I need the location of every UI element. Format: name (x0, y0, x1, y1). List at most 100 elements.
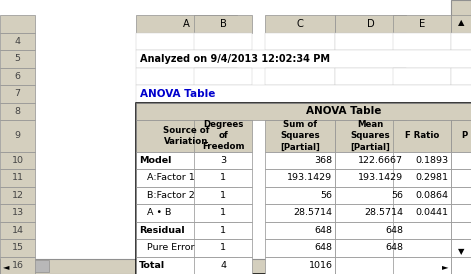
Text: 1: 1 (220, 173, 226, 182)
Bar (136, 85, 471, 102)
Text: 9: 9 (15, 131, 21, 140)
Text: 193.1429: 193.1429 (287, 173, 333, 182)
Text: ◄: ◄ (3, 262, 9, 271)
Bar (265, 204, 335, 221)
Bar (0, 259, 451, 274)
Bar (265, 68, 335, 85)
Text: D: D (367, 19, 374, 29)
Text: 4: 4 (15, 37, 21, 46)
Bar (451, 221, 471, 239)
Bar (393, 33, 451, 50)
Text: F Ratio: F Ratio (405, 131, 439, 140)
Bar (335, 221, 406, 239)
Text: ANOVA Table: ANOVA Table (140, 89, 215, 99)
Text: 4: 4 (220, 261, 226, 270)
Bar (136, 120, 237, 152)
Bar (451, 187, 471, 204)
Bar (335, 68, 406, 85)
Bar (265, 221, 335, 239)
Bar (451, 0, 471, 259)
Bar (393, 256, 451, 274)
Bar (335, 256, 406, 274)
Bar (0, 152, 35, 169)
Bar (0, 68, 35, 85)
Text: 56: 56 (320, 191, 333, 200)
Bar (393, 187, 451, 204)
Text: Source of
Variation: Source of Variation (163, 126, 210, 146)
Text: 28.5714: 28.5714 (293, 208, 333, 217)
Bar (136, 15, 237, 33)
Bar (0, 120, 35, 152)
Text: B: B (219, 19, 227, 29)
Bar (0, 187, 35, 204)
Text: Total: Total (139, 261, 165, 270)
Text: 7: 7 (15, 89, 21, 98)
Bar (194, 256, 252, 274)
Bar (0, 239, 35, 256)
Bar (451, 239, 471, 256)
Text: 648: 648 (315, 243, 333, 252)
Text: 56: 56 (391, 191, 403, 200)
Text: 12: 12 (12, 191, 24, 200)
Text: 1: 1 (220, 208, 226, 217)
Text: E: E (419, 19, 425, 29)
Bar (393, 68, 451, 85)
Text: 14: 14 (12, 226, 24, 235)
Bar (451, 169, 471, 187)
Bar (451, 15, 471, 33)
Text: ANOVA Table: ANOVA Table (307, 106, 382, 116)
Bar (335, 239, 406, 256)
Bar (136, 33, 237, 50)
Text: ▼: ▼ (458, 247, 464, 256)
Text: A:Factor 1: A:Factor 1 (147, 173, 195, 182)
Bar (335, 120, 406, 152)
Bar (335, 204, 406, 221)
Bar (0, 169, 35, 187)
Text: B:Factor 2: B:Factor 2 (147, 191, 195, 200)
Bar (451, 33, 471, 50)
Bar (0, 204, 35, 221)
Bar (31, 260, 49, 272)
Bar (194, 120, 252, 152)
Bar (136, 187, 237, 204)
Bar (136, 68, 237, 85)
Text: Degrees
of
Freedom: Degrees of Freedom (202, 120, 244, 152)
Bar (136, 169, 237, 187)
Bar (451, 152, 471, 169)
Bar (265, 169, 335, 187)
Bar (393, 221, 451, 239)
Bar (0, 85, 35, 102)
Text: 15: 15 (12, 243, 24, 252)
Text: ▲: ▲ (458, 18, 464, 27)
Bar (194, 221, 252, 239)
Bar (453, 25, 470, 33)
Text: Pure Error: Pure Error (147, 243, 195, 252)
Bar (194, 239, 252, 256)
Text: 0.1893: 0.1893 (415, 156, 448, 165)
Bar (0, 221, 35, 239)
Text: Model: Model (139, 156, 171, 165)
Bar (0, 256, 35, 274)
Bar (136, 50, 471, 68)
Text: C: C (297, 19, 303, 29)
Text: P Value: P Value (462, 131, 471, 140)
Bar (265, 239, 335, 256)
Bar (265, 256, 335, 274)
Bar (136, 221, 237, 239)
Text: ►: ► (442, 262, 448, 271)
Bar (393, 204, 451, 221)
Bar (451, 204, 471, 221)
Text: 0.0441: 0.0441 (415, 208, 448, 217)
Text: 11: 11 (12, 173, 24, 182)
Bar (0, 33, 35, 50)
Text: 13: 13 (12, 208, 24, 217)
Bar (136, 152, 237, 169)
Text: 5: 5 (15, 54, 21, 63)
Text: 648: 648 (385, 243, 403, 252)
Text: 6: 6 (15, 72, 21, 81)
Bar (393, 15, 451, 33)
Bar (265, 15, 335, 33)
Bar (0, 15, 35, 33)
Text: 368: 368 (314, 156, 333, 165)
Bar (136, 102, 471, 120)
